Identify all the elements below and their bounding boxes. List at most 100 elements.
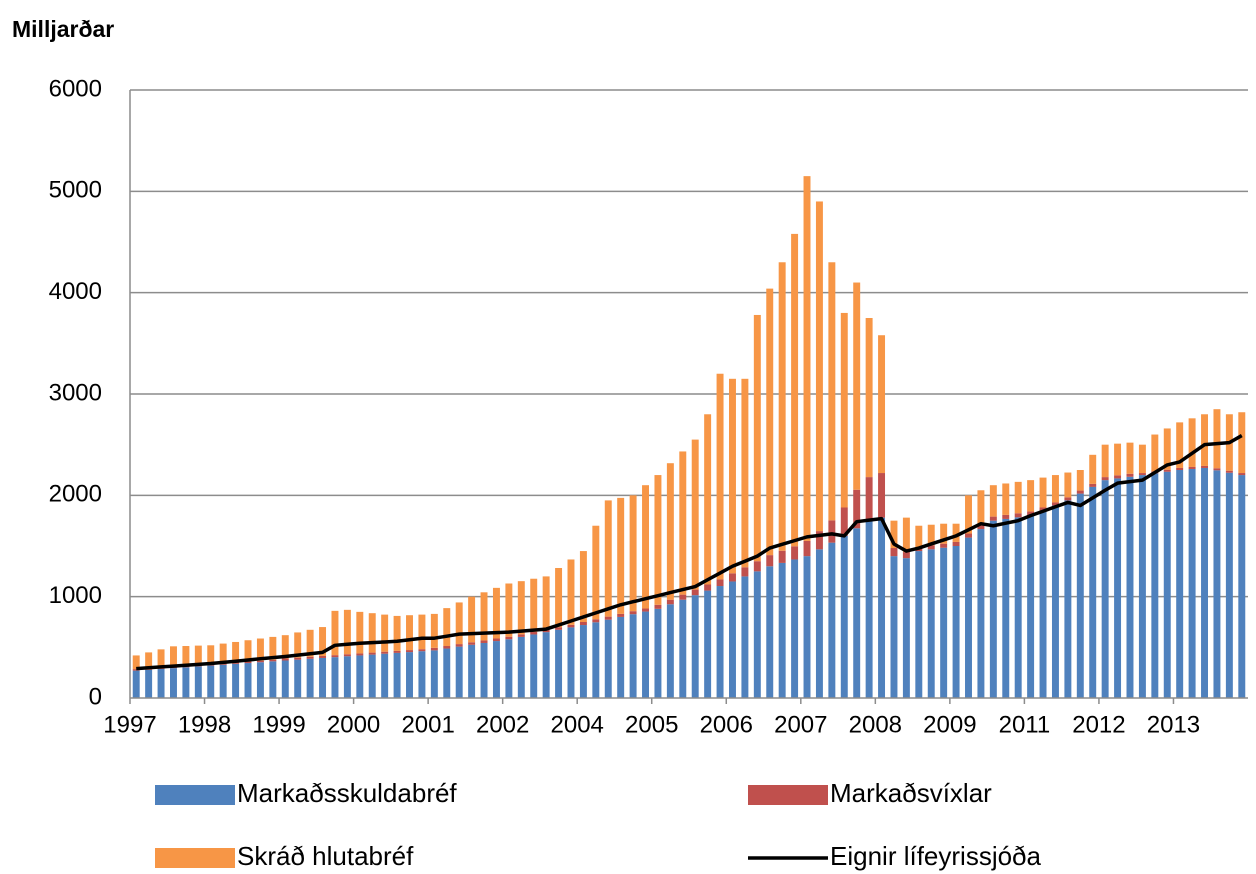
bar-segment	[915, 551, 923, 698]
bar-segment	[530, 634, 538, 698]
bar-segment	[1076, 470, 1084, 491]
y-tick-label: 5000	[49, 177, 102, 204]
bar-segment	[753, 571, 761, 698]
bar-segment	[629, 611, 637, 615]
bar-segment	[791, 559, 799, 698]
bar-segment	[977, 490, 985, 526]
bar-segment	[940, 547, 948, 698]
bar-segment	[778, 562, 786, 698]
bar-segment	[1039, 510, 1047, 698]
bar-segment	[505, 639, 513, 698]
bar-segment	[331, 610, 339, 656]
bar-segment	[691, 439, 699, 590]
bar-segment	[418, 651, 426, 698]
bar-segment	[232, 663, 240, 698]
bar-segment	[132, 655, 140, 670]
bar-segment	[281, 660, 289, 698]
bar-segment	[1014, 481, 1022, 514]
bar-segment	[778, 262, 786, 551]
bar-segment	[716, 373, 724, 580]
bar-segment	[579, 625, 587, 698]
bar-segment	[642, 608, 650, 612]
bar-segment	[604, 616, 612, 620]
bar-segment	[1138, 475, 1146, 698]
bar-segment	[406, 650, 413, 653]
bar-segment	[902, 552, 910, 559]
bar-segment	[169, 668, 177, 698]
legend-swatch	[155, 848, 235, 868]
bar-segment	[430, 647, 438, 651]
bar-segment	[965, 533, 972, 538]
x-tick-label: 2012	[1072, 711, 1125, 738]
bar-segment	[915, 525, 923, 548]
bar-segment	[443, 608, 451, 647]
bar-segment	[1014, 513, 1022, 518]
bar-segment	[579, 551, 587, 622]
bar-segment	[803, 176, 811, 541]
bar-segment	[555, 629, 563, 698]
bar-segment	[1027, 511, 1035, 516]
bar-segment	[666, 599, 674, 605]
y-tick-label: 1000	[49, 582, 102, 609]
bar-segment	[890, 520, 898, 549]
bar-segment	[1176, 467, 1184, 470]
bar-segment	[815, 201, 823, 532]
x-tick-label: 2006	[700, 711, 753, 738]
x-tick-label: 2000	[327, 711, 380, 738]
bar-segment	[182, 646, 190, 666]
bar-segment	[281, 658, 289, 661]
bar-segment	[766, 288, 774, 556]
bar-segment	[294, 632, 302, 658]
bar-segment	[232, 662, 240, 664]
bar-segment	[617, 613, 625, 617]
bar-segment	[468, 644, 476, 698]
bar-segment	[592, 525, 600, 620]
bar-segment	[269, 659, 277, 662]
bar-segment	[828, 542, 836, 698]
bar-segment	[219, 643, 227, 664]
x-tick-label: 2002	[476, 711, 529, 738]
bar-segment	[319, 627, 327, 656]
bar-segment	[356, 653, 364, 656]
bar-segment	[517, 636, 525, 698]
bar-segment	[679, 451, 687, 595]
bar-segment	[654, 604, 662, 609]
bar-segment	[704, 584, 712, 591]
bar-segment	[1027, 515, 1035, 698]
bar-segment	[1051, 475, 1059, 503]
bar-segment	[853, 282, 861, 490]
legend-label: Markaðsskuldabréf	[237, 778, 457, 808]
bar-segment	[567, 624, 575, 628]
x-tick-label: 1999	[252, 711, 305, 738]
bar-segment	[455, 646, 463, 698]
bar-segment	[617, 497, 625, 614]
x-tick-label: 2013	[1147, 711, 1200, 738]
bar-segment	[393, 652, 401, 698]
bar-segment	[592, 619, 600, 623]
bar-segment	[194, 666, 202, 698]
bar-segment	[815, 549, 823, 698]
bar-segment	[766, 555, 774, 567]
bar-segment	[443, 648, 451, 698]
bar-segment	[567, 559, 575, 625]
y-tick-label: 2000	[49, 481, 102, 508]
bar-segment	[890, 548, 898, 557]
bar-segment	[194, 645, 202, 665]
bar-segment	[679, 599, 687, 698]
bar-segment	[1138, 444, 1146, 474]
bar-segment	[940, 523, 948, 544]
bar-segment	[505, 636, 513, 640]
bar-segment	[1051, 502, 1059, 506]
bar-segment	[728, 573, 736, 582]
bar-segment	[393, 650, 401, 653]
bar-segment	[1238, 473, 1246, 476]
bar-segment	[418, 649, 426, 652]
bar-segment	[604, 500, 612, 617]
bar-segment	[878, 335, 886, 474]
bar-segment	[1213, 409, 1221, 469]
bar-segment	[741, 378, 749, 568]
bar-segment	[269, 636, 277, 660]
bar-segment	[207, 645, 215, 665]
